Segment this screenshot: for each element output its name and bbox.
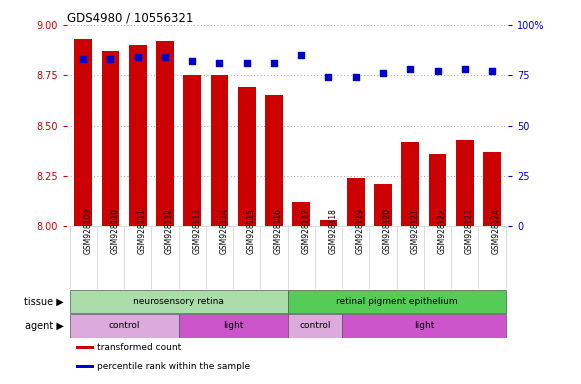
Text: GSM928119: GSM928119: [356, 209, 365, 254]
Point: [106, 56, 115, 62]
Point: [270, 60, 279, 66]
Text: agent ▶: agent ▶: [25, 321, 64, 331]
Text: GSM928114: GSM928114: [220, 209, 228, 254]
Point: [160, 54, 170, 60]
Point: [78, 56, 88, 62]
Point: [351, 74, 360, 80]
Bar: [347, 178, 365, 227]
Bar: [76, 346, 94, 349]
Text: percentile rank within the sample: percentile rank within the sample: [97, 362, 250, 371]
Text: control: control: [299, 321, 331, 331]
Text: GSM928120: GSM928120: [383, 209, 392, 254]
Point: [378, 70, 388, 76]
Bar: [320, 220, 338, 227]
Point: [487, 68, 497, 74]
Bar: [184, 75, 201, 227]
Bar: [129, 45, 146, 227]
Text: light: light: [223, 321, 243, 331]
Text: GSM928118: GSM928118: [328, 209, 338, 254]
Text: GSM928115: GSM928115: [247, 209, 256, 254]
Text: GSM928117: GSM928117: [301, 209, 310, 254]
Bar: [292, 202, 310, 227]
Bar: [70, 314, 178, 338]
Text: GSM928124: GSM928124: [492, 209, 501, 254]
Bar: [210, 75, 228, 227]
Bar: [178, 314, 288, 338]
Bar: [102, 51, 119, 227]
Bar: [76, 366, 94, 368]
Bar: [429, 154, 446, 227]
Text: GSM928109: GSM928109: [83, 209, 92, 255]
Text: GDS4980 / 10556321: GDS4980 / 10556321: [67, 12, 193, 25]
Point: [406, 66, 415, 72]
Text: GSM928116: GSM928116: [274, 209, 283, 254]
Bar: [483, 152, 501, 227]
Point: [296, 52, 306, 58]
Point: [460, 66, 469, 72]
Text: retinal pigment epithelium: retinal pigment epithelium: [336, 297, 457, 306]
Bar: [238, 88, 256, 227]
Text: GSM928110: GSM928110: [110, 209, 120, 254]
Bar: [265, 96, 283, 227]
Text: GSM928112: GSM928112: [165, 209, 174, 254]
Text: GSM928113: GSM928113: [192, 209, 201, 254]
Text: neurosensory retina: neurosensory retina: [133, 297, 224, 306]
Bar: [70, 290, 288, 313]
Point: [324, 74, 333, 80]
Point: [433, 68, 442, 74]
Text: control: control: [108, 321, 140, 331]
Bar: [374, 184, 392, 227]
Point: [215, 60, 224, 66]
Text: GSM928123: GSM928123: [465, 209, 474, 254]
Point: [188, 58, 197, 64]
Bar: [456, 140, 474, 227]
Text: transformed count: transformed count: [97, 343, 181, 352]
Bar: [342, 314, 505, 338]
Text: light: light: [414, 321, 434, 331]
Text: GSM928111: GSM928111: [138, 209, 146, 254]
Bar: [288, 290, 505, 313]
Bar: [288, 314, 342, 338]
Point: [133, 54, 142, 60]
Bar: [74, 39, 92, 227]
Bar: [156, 41, 174, 227]
Text: GSM928121: GSM928121: [410, 209, 419, 254]
Bar: [401, 142, 419, 227]
Text: tissue ▶: tissue ▶: [24, 296, 64, 306]
Point: [242, 60, 252, 66]
Text: GSM928122: GSM928122: [437, 209, 447, 254]
